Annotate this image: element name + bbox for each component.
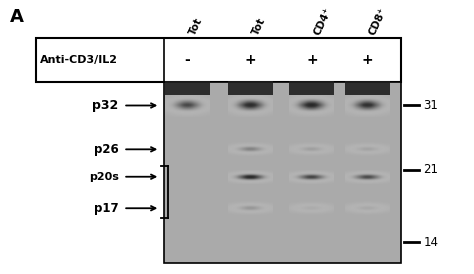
FancyBboxPatch shape bbox=[345, 81, 390, 95]
Text: CD8⁺: CD8⁺ bbox=[367, 7, 389, 37]
Text: 14: 14 bbox=[423, 236, 438, 249]
Text: A: A bbox=[9, 8, 23, 26]
FancyBboxPatch shape bbox=[228, 81, 273, 95]
FancyBboxPatch shape bbox=[290, 81, 334, 95]
Text: 21: 21 bbox=[423, 163, 438, 176]
Text: p17: p17 bbox=[94, 202, 118, 215]
Text: 31: 31 bbox=[423, 99, 438, 112]
Text: Anti-CD3/IL2: Anti-CD3/IL2 bbox=[40, 55, 118, 65]
Text: -: - bbox=[184, 53, 190, 67]
Text: p26: p26 bbox=[94, 143, 118, 156]
Text: p20s: p20s bbox=[89, 172, 118, 182]
Text: CD4⁺: CD4⁺ bbox=[312, 6, 333, 37]
FancyBboxPatch shape bbox=[36, 38, 401, 82]
Text: Tot: Tot bbox=[187, 16, 204, 37]
Text: +: + bbox=[245, 53, 256, 67]
Text: Tot: Tot bbox=[250, 16, 267, 37]
Text: +: + bbox=[362, 53, 373, 67]
FancyBboxPatch shape bbox=[164, 82, 401, 263]
FancyBboxPatch shape bbox=[165, 81, 210, 95]
Text: +: + bbox=[306, 53, 318, 67]
Text: p32: p32 bbox=[92, 99, 118, 112]
